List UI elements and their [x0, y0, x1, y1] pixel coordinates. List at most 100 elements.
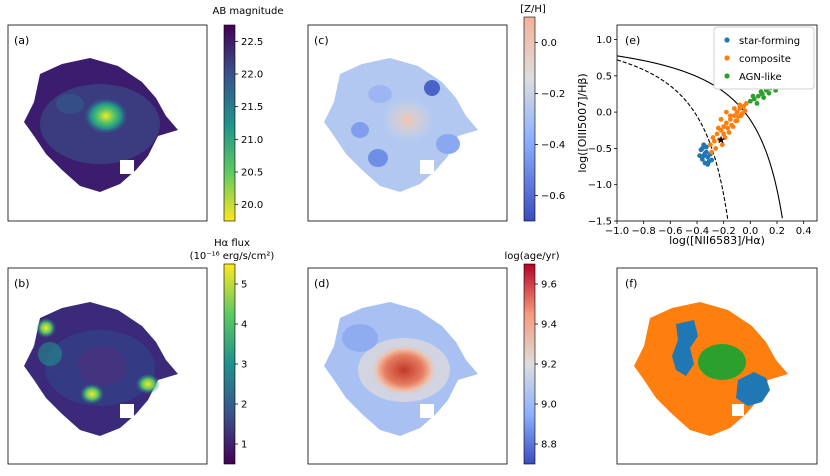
panel-d-map — [324, 302, 478, 436]
bpt-point-composite — [719, 142, 725, 148]
bpt-point-agn-like — [766, 90, 772, 96]
bpt-point-star-forming — [709, 157, 715, 163]
bpt-point-composite — [723, 120, 729, 126]
bpt-point-composite — [711, 138, 717, 144]
panel-b-colorbar-title-2: (10⁻¹⁶ erg/s/cm²) — [190, 251, 275, 262]
bpt-point-composite — [718, 116, 724, 122]
colorbar-tick-label: 9.0 — [541, 400, 557, 411]
panel-d: (d) log(age/yr) 9.6 9.4 9.2 9.0 8.8 — [307, 251, 560, 465]
panel-f-class-map — [634, 302, 788, 436]
panel-a-colorbar-ticks: 22.5 22.0 21.5 21.0 20.5 20.0 — [235, 37, 263, 211]
bpt-y-tick-label: −1.0 — [588, 180, 612, 191]
panel-c-colorbar-ticks: 0.0 −0.2 −0.4 −0.6 — [535, 38, 565, 202]
panel-e-label: (e) — [625, 34, 640, 47]
bpt-point-composite — [743, 101, 749, 106]
kewley-curve — [616, 55, 783, 219]
panel-d-colorbar-ticks: 9.6 9.4 9.2 9.0 8.8 — [535, 280, 557, 451]
bpt-x-tick-label: 0.2 — [769, 226, 785, 237]
panel-b-colorbar — [223, 263, 236, 465]
colorbar-tick-label: 21.0 — [241, 135, 263, 146]
panel-a-colorbar — [223, 24, 236, 222]
bpt-point-composite — [734, 118, 740, 124]
bpt-x-tick-label: −0.2 — [712, 226, 736, 237]
bpt-point-composite — [722, 135, 728, 140]
colorbar-tick-label: 20.0 — [241, 200, 263, 211]
bpt-x-tick-label: −1.0 — [605, 226, 629, 237]
bpt-point-composite — [731, 106, 737, 111]
bpt-point-composite — [737, 106, 743, 111]
panel-e: ★ −1.0 −0.8 −0.6 −0.4 −0.2 0.0 0.2 0.4 1.00.50.… — [576, 24, 818, 247]
panel-f-label: (f) — [625, 277, 637, 290]
bpt-point-star-forming — [705, 161, 711, 167]
colorbar-tick-label: 9.2 — [541, 360, 557, 371]
bpt-point-composite — [715, 125, 721, 131]
panel-c-colorbar — [523, 16, 536, 222]
bpt-highlight-star: ★ — [716, 134, 726, 147]
bpt-point-composite — [721, 131, 727, 137]
panel-d-label: (d) — [314, 277, 330, 290]
bpt-point-agn-like — [750, 93, 756, 99]
bpt-x-tick-label: −0.4 — [685, 226, 709, 237]
panel-b-colorbar-ticks: 5 4 3 2 1 — [235, 280, 247, 451]
bpt-y-tick-label: 0.5 — [596, 71, 612, 82]
panel-b: (b) Hα flux (10⁻¹⁶ erg/s/cm²) 5 4 3 2 1 — [7, 238, 275, 465]
colorbar-tick-label: 22.0 — [241, 70, 263, 81]
bpt-point-star-forming — [699, 156, 705, 162]
panel-d-colorbar — [523, 263, 536, 465]
panel-c-label: (c) — [314, 34, 329, 47]
bpt-point-composite — [727, 116, 733, 122]
legend-label-star-forming: star-forming — [739, 36, 800, 47]
bpt-point-composite — [714, 131, 720, 137]
colorbar-tick-label: 1 — [241, 440, 247, 451]
bpt-point-composite — [730, 124, 736, 130]
bpt-point-composite — [737, 102, 743, 108]
bpt-y-tick-label: −0.5 — [588, 144, 612, 155]
bpt-point-star-forming — [701, 142, 707, 148]
panel-c-colorbar-title: [Z/H] — [520, 4, 546, 15]
colorbar-tick-label: 0.0 — [541, 38, 557, 49]
colorbar-tick-label: 22.5 — [241, 37, 263, 48]
kauffmann-curve — [616, 59, 729, 220]
bpt-point-composite — [726, 130, 732, 135]
colorbar-tick-label: 9.4 — [541, 320, 557, 331]
panel-a: (a) AB magnitude 22.5 22.0 21.5 21.0 20.5 20.… — [7, 6, 284, 222]
bpt-point-agn-like — [755, 93, 761, 99]
bpt-y-ticks: 1.0 0.5 0.0 −0.5 −1.0 −1.5 — [588, 35, 617, 228]
bpt-point-star-forming — [697, 153, 703, 159]
panel-c: (c) [Z/H] 0.0 −0.2 −0.4 −0.6 — [307, 4, 565, 222]
panel-b-colorbar-title-1: Hα flux — [214, 238, 250, 249]
bpt-x-tick-label: 0.0 — [742, 226, 758, 237]
bpt-point-composite — [723, 109, 729, 115]
bpt-x-tick-label: −0.8 — [632, 226, 656, 237]
legend-label-agn-like: AGN-like — [739, 72, 782, 83]
colorbar-tick-label: 4 — [241, 320, 247, 331]
colorbar-tick-label: 21.5 — [241, 102, 263, 113]
bpt-demarcation-curves — [616, 55, 783, 220]
bpt-point-composite — [707, 142, 713, 148]
bpt-point-composite — [713, 146, 719, 151]
panel-f: (f) — [616, 267, 818, 465]
bpt-point-composite — [725, 125, 731, 131]
bpt-point-composite — [742, 108, 748, 114]
bpt-x-axis-label: log([NII6583]/Hα) — [669, 234, 765, 247]
colorbar-tick-label: −0.2 — [541, 89, 565, 100]
panel-a-colorbar-title: AB magnitude — [213, 6, 284, 17]
bpt-x-ticks: −1.0 −0.8 −0.6 −0.4 −0.2 0.0 0.2 0.4 — [605, 221, 812, 237]
bpt-point-composite — [721, 124, 727, 130]
bpt-point-composite — [709, 149, 715, 155]
bpt-y-tick-label: 0.0 — [596, 108, 612, 119]
panel-d-colorbar-title: log(age/yr) — [504, 251, 559, 262]
bpt-x-tick-label: 0.4 — [796, 226, 812, 237]
colorbar-tick-label: 5 — [241, 280, 247, 291]
colorbar-tick-label: −0.6 — [541, 191, 565, 202]
colorbar-tick-label: 9.6 — [541, 280, 557, 291]
colorbar-tick-label: 2 — [241, 400, 247, 411]
colorbar-tick-label: −0.4 — [541, 140, 565, 151]
bpt-point-agn-like — [758, 89, 764, 95]
bpt-point-star-forming — [699, 146, 705, 151]
panel-a-label: (a) — [14, 34, 29, 47]
panel-a-map — [24, 58, 178, 192]
legend-marker-agn-like — [724, 73, 730, 79]
bpt-point-composite — [710, 135, 716, 140]
